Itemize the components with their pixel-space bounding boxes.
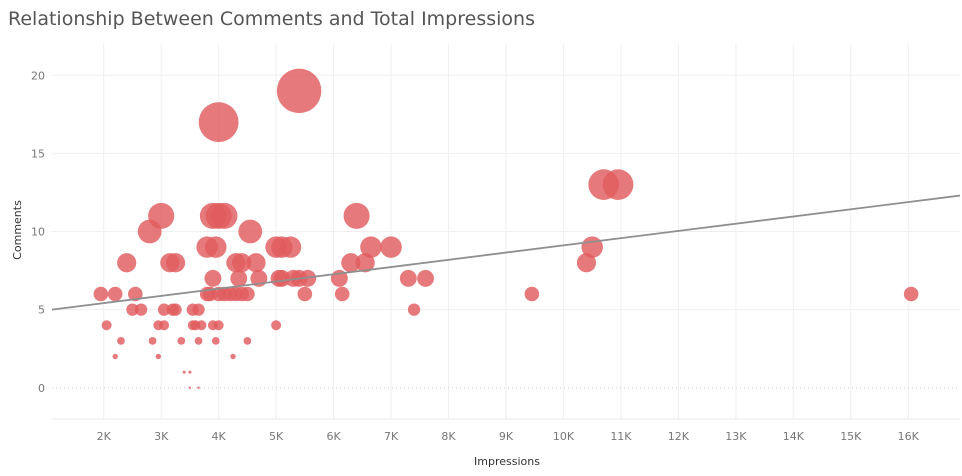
data-point-2	[107, 286, 123, 302]
data-point-4	[117, 337, 125, 345]
data-point-18	[165, 253, 186, 273]
data-point-13	[148, 202, 175, 229]
grid-lines	[52, 44, 960, 420]
data-point-50	[232, 253, 252, 273]
data-point-28	[194, 337, 203, 345]
x-tick-label-6: 8K	[441, 430, 456, 443]
data-point-10	[148, 337, 157, 345]
data-point-42	[213, 320, 224, 331]
x-tick-label-13: 15K	[840, 430, 862, 443]
x-tick-label-9: 11K	[610, 430, 632, 443]
data-point-0	[93, 286, 109, 302]
x-tick-label-3: 5K	[269, 430, 284, 443]
data-point-23	[188, 386, 192, 389]
data-point-82	[602, 169, 634, 200]
data-point-22	[188, 370, 192, 374]
x-tick-label-7: 9K	[499, 430, 514, 443]
data-point-5	[117, 253, 137, 273]
data-point-62	[279, 236, 302, 258]
data-point-49	[230, 269, 248, 287]
y-tick-label-0: 0	[38, 382, 45, 395]
data-point-15	[157, 303, 171, 316]
data-point-78	[524, 286, 540, 302]
chart-title: Relationship Between Comments and Total …	[8, 8, 535, 30]
data-point-38	[211, 337, 220, 345]
y-tick-label-4: 20	[31, 69, 45, 82]
data-point-66	[297, 286, 313, 302]
x-tick-label-10: 12K	[668, 430, 690, 443]
data-point-54	[238, 219, 263, 244]
x-tick-label-2: 4K	[212, 430, 227, 443]
data-point-43	[211, 202, 238, 229]
data-point-8	[134, 303, 148, 316]
data-point-52	[240, 286, 255, 302]
x-tick-label-4: 6K	[326, 430, 341, 443]
x-axis-ticks: 2K 3K 4K 5K 6K 7K 8K 9K 10K 11K 12K 13K 14K 15K 16K	[97, 430, 920, 443]
data-point-55	[246, 253, 266, 273]
data-point-83	[903, 286, 919, 302]
x-axis-label: Impressions	[474, 455, 540, 468]
x-tick-label-1: 3K	[154, 430, 169, 443]
data-point-73	[360, 236, 382, 258]
data-point-58	[271, 320, 282, 331]
data-point-72	[355, 253, 375, 273]
x-tick-label-11: 13K	[725, 430, 747, 443]
trend-line-path	[51, 194, 961, 311]
trend-line	[51, 194, 961, 311]
y-axis-label: Comments	[11, 200, 24, 260]
data-point-76	[407, 303, 421, 316]
x-tick-label-12: 14K	[783, 430, 805, 443]
data-point-27	[192, 303, 205, 316]
y-tick-label-2: 10	[31, 226, 45, 239]
data-point-3	[112, 353, 118, 360]
data-point-39	[198, 102, 239, 143]
data-point-80	[581, 236, 603, 258]
data-point-46	[230, 353, 236, 360]
data-point-77	[417, 269, 434, 287]
x-tick-label-5: 7K	[384, 430, 399, 443]
data-point-29	[196, 320, 207, 331]
x-tick-label-8: 10K	[553, 430, 575, 443]
data-point-14	[159, 320, 170, 331]
data-point-79	[576, 253, 597, 273]
y-axis-ticks: 0 5 10 15 20	[31, 69, 45, 395]
data-point-69	[334, 286, 350, 302]
data-point-74	[380, 236, 402, 258]
data-point-11	[155, 353, 162, 360]
data-point-70	[341, 253, 361, 273]
y-tick-label-1: 5	[38, 304, 45, 317]
data-point-75	[399, 269, 417, 287]
x-tick-label-0: 2K	[97, 430, 112, 443]
data-point-71	[343, 202, 370, 229]
data-point-37	[205, 236, 227, 258]
data-points	[93, 68, 919, 389]
data-point-19	[169, 303, 182, 316]
data-point-20	[177, 337, 186, 345]
data-point-53	[243, 337, 252, 345]
data-point-35	[204, 269, 222, 287]
data-point-7	[128, 286, 143, 302]
data-point-21	[182, 370, 186, 374]
data-point-64	[276, 68, 322, 114]
data-point-30	[197, 386, 200, 389]
y-tick-label-3: 15	[31, 147, 45, 160]
x-tick-label-14: 16K	[898, 430, 920, 443]
data-point-1	[101, 320, 112, 331]
data-point-6	[126, 303, 139, 316]
